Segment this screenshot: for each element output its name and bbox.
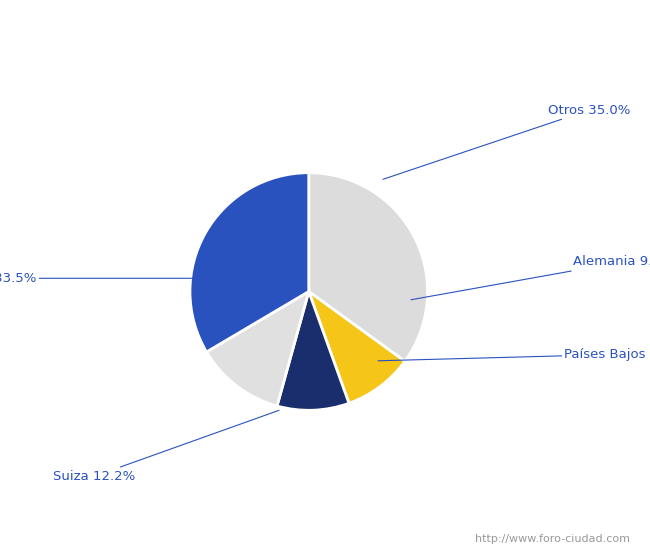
Text: Villafranca del Bierzo - Turistas extranjeros según país - Agosto de 2024: Villafranca del Bierzo - Turistas extran… [49, 13, 601, 29]
Text: http://www.foro-ciudad.com: http://www.foro-ciudad.com [476, 535, 630, 544]
Text: Otros 35.0%: Otros 35.0% [383, 103, 630, 179]
Text: Alemania 9.5%: Alemania 9.5% [411, 255, 650, 300]
Text: Francia 33.5%: Francia 33.5% [0, 272, 207, 285]
Wedge shape [309, 173, 428, 361]
Wedge shape [277, 292, 349, 410]
Text: Países Bajos 9.8%: Países Bajos 9.8% [378, 348, 650, 361]
Wedge shape [190, 173, 309, 352]
Wedge shape [207, 292, 309, 406]
Text: Suiza 12.2%: Suiza 12.2% [53, 410, 279, 483]
Wedge shape [309, 292, 405, 403]
